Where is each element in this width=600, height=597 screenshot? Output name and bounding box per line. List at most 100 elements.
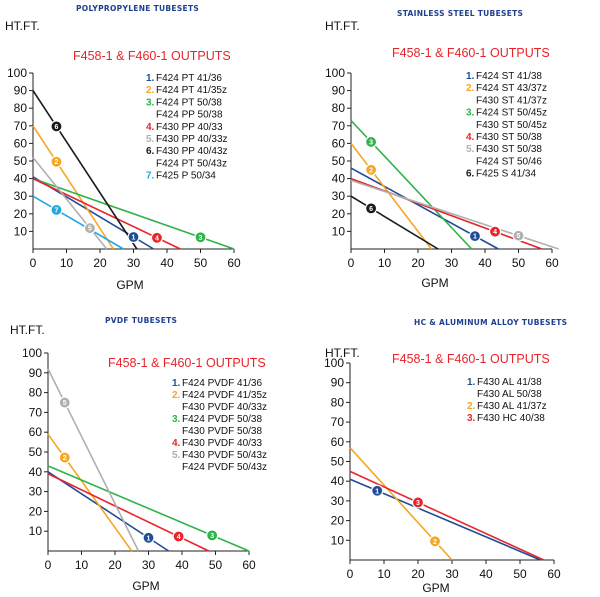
series-line-2 xyxy=(350,142,433,250)
x-tick-label: 40 xyxy=(479,567,493,581)
x-tick-label: 60 xyxy=(242,558,256,572)
series-marker-number: 7 xyxy=(54,207,58,214)
series-marker-5 xyxy=(58,396,71,409)
legend-number: 5. xyxy=(146,134,155,145)
chart-panel-3: PVDF TUBESETSHT.FT.102030405060708090100… xyxy=(10,316,267,593)
y-tick-label: 40 xyxy=(29,465,43,479)
y-tick-label: 50 xyxy=(331,455,345,469)
series-marker-6 xyxy=(365,202,378,215)
series-marker-number: 5 xyxy=(88,226,92,233)
section-title: POLYPROPYLENE TUBESETS xyxy=(76,4,199,13)
legend-entry-text: F424 PT 41/35z xyxy=(156,85,227,96)
series-marker-number: 3 xyxy=(369,139,373,146)
legend-entry-text: F430 PP 40/33z xyxy=(156,134,228,145)
y-tick-label: 100 xyxy=(7,66,27,80)
series-marker-4 xyxy=(172,530,185,543)
series-marker-4 xyxy=(150,231,164,244)
legend-number: 1. xyxy=(172,378,181,389)
legend-entry-text: F424 PVDF 41/36 xyxy=(182,378,262,389)
legend-number: 2. xyxy=(172,390,181,401)
x-tick-label: 20 xyxy=(108,558,122,572)
legend-entry-text: F424 PVDF 50/43z xyxy=(182,462,267,473)
legend-number: 1. xyxy=(146,73,155,84)
series-marker-3 xyxy=(365,135,378,149)
legend-number: 4. xyxy=(146,122,155,133)
series-marker-number: 2 xyxy=(433,539,437,546)
y-tick-label: 70 xyxy=(331,415,345,429)
legend-number: 4. xyxy=(466,132,475,143)
series-marker-5 xyxy=(512,229,525,242)
y-tick-label: 20 xyxy=(14,207,28,221)
series-marker-6 xyxy=(50,120,63,133)
series-marker-5 xyxy=(83,222,97,235)
series-marker-number: 4 xyxy=(155,235,159,242)
x-tick-label: 10 xyxy=(75,558,89,572)
legend-entry-text: F430 AL 50/38 xyxy=(477,389,542,400)
legend-entry-text: F430 PVDF 40/33 xyxy=(182,438,262,449)
series-marker-1 xyxy=(468,230,482,243)
series-marker-2 xyxy=(58,451,71,464)
y-axis-label: HT.FT. xyxy=(10,323,45,337)
x-tick-label: 40 xyxy=(160,256,174,270)
series-line-7 xyxy=(32,195,124,250)
x-tick-label: 0 xyxy=(45,558,52,572)
legend-number: 2. xyxy=(467,401,476,412)
series-marker-number: 3 xyxy=(416,500,420,507)
x-tick-label: 50 xyxy=(209,558,223,572)
y-tick-label: 80 xyxy=(331,395,345,409)
x-tick-label: 50 xyxy=(513,567,527,581)
legend-entry-text: F425 S 41/34 xyxy=(476,169,536,180)
series-marker-3 xyxy=(411,496,425,509)
series-marker-number: 4 xyxy=(177,534,181,541)
legend-entry-text: F424 ST 50/46 xyxy=(476,156,542,167)
y-axis-label: HT.FT. xyxy=(5,19,40,33)
x-tick-label: 60 xyxy=(547,567,561,581)
legend-number: 1. xyxy=(466,71,475,82)
legend-number: 3. xyxy=(172,414,181,425)
legend-entry-text: F430 ST 50/38 xyxy=(476,144,542,155)
y-tick-label: 10 xyxy=(29,524,43,538)
x-tick-label: 50 xyxy=(512,256,526,270)
series-marker-number: 1 xyxy=(375,488,379,495)
y-tick-label: 70 xyxy=(29,405,43,419)
y-tick-label: 70 xyxy=(332,119,346,133)
outputs-title: F458-1 & F460-1 OUTPUTS xyxy=(108,356,266,370)
legend-entry-text: F424 ST 41/38 xyxy=(476,71,542,82)
outputs-title: F458-1 & F460-1 OUTPUTS xyxy=(392,352,550,366)
x-tick-label: 0 xyxy=(347,567,354,581)
legend-entry-text: F430 AL 41/37z xyxy=(477,401,547,412)
y-tick-label: 60 xyxy=(14,136,28,150)
series-marker-number: 6 xyxy=(54,124,58,131)
section-title: PVDF TUBESETS xyxy=(105,316,177,325)
y-tick-label: 30 xyxy=(14,189,28,203)
series-marker-number: 1 xyxy=(473,234,477,241)
legend-entry-text: F430 PP 40/33 xyxy=(156,122,223,133)
series-marker-2 xyxy=(365,163,378,176)
legend-entry-text: F424 PT 41/36 xyxy=(156,73,222,84)
y-tick-label: 50 xyxy=(29,445,43,459)
y-tick-label: 90 xyxy=(29,366,43,380)
legend-number: 2. xyxy=(146,85,155,96)
series-marker-2 xyxy=(428,535,442,548)
legend-entry-text: F430 AL 41/38 xyxy=(477,377,542,388)
y-tick-label: 40 xyxy=(331,474,345,488)
legend-entry-text: F424 PT 50/43z xyxy=(156,158,227,169)
series-line-5 xyxy=(32,156,108,250)
chart-panel-4: HC & ALUMINUM ALLOY TUBESETSHT.FT.102030… xyxy=(324,318,567,595)
legend-entry-text: F430 ST 41/37z xyxy=(476,95,547,106)
legend-number: 1. xyxy=(467,377,476,388)
series-marker-number: 3 xyxy=(210,533,214,540)
x-tick-label: 40 xyxy=(175,558,189,572)
series-marker-number: 3 xyxy=(199,235,203,242)
series-marker-number: 5 xyxy=(517,233,521,240)
series-marker-1 xyxy=(371,484,384,497)
series-marker-number: 1 xyxy=(147,535,151,542)
y-tick-label: 90 xyxy=(331,376,345,390)
legend-entry-text: F430 PVDF 50/38 xyxy=(182,426,262,437)
outputs-title: F458-1 & F460-1 OUTPUTS xyxy=(392,46,550,60)
legend-number: 2. xyxy=(466,83,475,94)
series-marker-3 xyxy=(206,529,219,542)
legend-number: 7. xyxy=(146,171,155,182)
x-axis-label: GPM xyxy=(132,579,159,593)
series-marker-2 xyxy=(50,155,63,168)
